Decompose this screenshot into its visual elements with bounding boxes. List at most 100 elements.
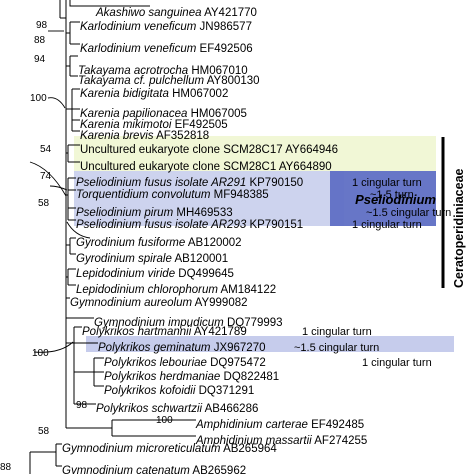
taxon-name: Pseliodinium pirum (76, 207, 174, 219)
taxa-labels: Akashiwo sanguinea AY421770 Karlodinium v… (62, 7, 451, 474)
pseliodinium-clade-highlight (330, 171, 436, 226)
taxon-label: Amphidinium carterae EF492485 (195, 419, 364, 431)
taxon-name: Gyrodinium spirale (76, 253, 172, 265)
taxon-name: Takayama acrotrocha (78, 65, 188, 77)
taxon-label: Karenia papilionacea HM067005 (80, 108, 247, 120)
taxon-accession: DQ822481 (224, 371, 280, 383)
taxon-label: Gymnodinium aureolum AY999082 (70, 297, 248, 309)
taxon-label: Takayama cf. pulchellum AY800130 (78, 75, 260, 87)
cingular-turn-note: ~1.5 turn (370, 189, 414, 201)
support-value: 58 (38, 198, 50, 209)
polykrikos-geminatum-highlight (86, 336, 454, 352)
support-value: 74 (40, 171, 52, 182)
support-values: 98 88 94 100 54 74 58 100 98 100 58 88 (0, 20, 173, 473)
support-value: 100 (30, 93, 47, 104)
taxon-name: Uncultured eukaryote clone SCM28C17 (80, 144, 283, 156)
taxon-label: Karenia bidigitata HM067002 (80, 88, 228, 100)
taxon-accession: AY421770 (204, 7, 257, 19)
taxon-name: Polykrikos herdmaniae (104, 371, 220, 383)
taxon-name: Lepidodinium chlorophorum (76, 284, 218, 296)
taxon-name: Lepidodinium viride (76, 268, 175, 280)
cingular-turn-note: 1 cingular turn (362, 357, 432, 369)
taxon-label: Polykrikos geminatum JX967270 (98, 342, 265, 354)
cingular-turn-note: ~1.5 cingular turn (366, 207, 451, 219)
taxon-label: Karlodinium veneficum JN986577 (80, 21, 252, 33)
taxon-name: Polykrikos kofoidii (104, 385, 196, 397)
taxon-accession: KP790151 (249, 219, 303, 231)
taxon-name: Gymnodinium aureolum (70, 297, 193, 309)
taxon-name: Polykrikos lebouriae (104, 357, 207, 369)
taxon-label: Amphidinium massartii AF274255 (195, 435, 367, 447)
taxon-name: Gyrodinium fusiforme (76, 237, 185, 249)
taxon-name: Polykrikos schwartzii (96, 403, 203, 415)
taxon-name: Gymnodinium impudicum (94, 317, 224, 329)
cingular-turn-note: 1 cingular turn (302, 326, 372, 338)
taxon-label: Uncultured eukaryote clone SCM28C1 AY664… (80, 161, 332, 173)
support-value: 98 (36, 20, 48, 31)
support-value: 100 (32, 348, 49, 359)
taxon-accession: MF948385 (214, 189, 269, 201)
taxon-accession: JN986577 (200, 21, 252, 33)
taxon-accession: AM184122 (220, 284, 276, 296)
pseliodinium-clade-highlight-light (74, 171, 344, 226)
taxon-accession: AB265962 (192, 465, 246, 474)
support-value: 88 (34, 35, 46, 46)
taxon-accession: EF492505 (175, 119, 228, 131)
uncultured-clade-highlight (74, 136, 436, 171)
taxon-label: Takayama acrotrocha HM067010 (78, 65, 248, 77)
support-value: 88 (0, 462, 12, 473)
taxon-accession: AY999082 (195, 297, 248, 309)
taxon-label: Gymnodinium impudicum DQ779993 (94, 317, 283, 329)
family-label: Ceratoperidiniaceae (452, 168, 466, 288)
cingular-turn-note: ~1.5 cingular turn (294, 342, 379, 354)
taxon-label: Lepidodinium viride DQ499645 (76, 268, 234, 280)
taxon-accession: JX967270 (214, 342, 266, 354)
taxon-label: Gyrodinium spirale AB120001 (76, 253, 228, 265)
taxon-label: Torquentidium convolutum MF948385 (76, 189, 269, 201)
taxon-label: Polykrikos herdmaniae DQ822481 (104, 371, 279, 383)
support-value: 94 (34, 54, 46, 65)
support-value: 98 (76, 400, 88, 411)
taxon-name: Karenia bidigitata (80, 88, 169, 100)
taxon-accession: DQ499645 (178, 268, 234, 280)
taxon-label: Karenia mikimotoi EF492505 (80, 119, 228, 131)
taxon-name: Polykrikos hartmannii (82, 326, 192, 338)
taxon-label: Gymnodinium catenatum AB265962 (62, 465, 246, 474)
taxon-label: Karenia brevis AF352818 (80, 130, 209, 142)
taxon-label: Polykrikos hartmannii AY421789 (82, 326, 247, 338)
taxon-name: Pseliodinium fusus isolate AR291 (76, 177, 246, 189)
taxon-label: Polykrikos schwartzii AB466286 (96, 403, 258, 415)
taxon-name: Karlodinium veneficum (80, 21, 197, 33)
cingular-turn-note: 1 cingular turn (352, 219, 422, 231)
taxon-name: Karenia brevis (80, 130, 154, 142)
taxon-name: Torquentidium convolutum (76, 189, 211, 201)
taxon-accession: EF492506 (200, 43, 253, 55)
support-value: 58 (38, 426, 50, 437)
taxon-name: Polykrikos geminatum (98, 342, 211, 354)
taxon-label: Pseliodinium pirum MH469533 (76, 207, 233, 219)
taxon-name: Amphidinium massartii (195, 435, 312, 447)
taxon-accession: AY664890 (279, 161, 332, 173)
taxon-accession: DQ975472 (210, 357, 266, 369)
taxon-name: Amphidinium carterae (195, 419, 308, 431)
taxon-name: Pseliodinium fusus isolate AR293 (76, 219, 247, 231)
taxon-accession: AB466286 (205, 403, 259, 415)
taxon-label: Akashiwo sanguinea AY421770 (95, 7, 257, 19)
taxon-accession: DQ779993 (227, 317, 283, 329)
taxon-accession: HM067005 (191, 108, 247, 120)
taxon-accession: MH469533 (176, 207, 232, 219)
taxon-name: Karlodinium veneficum (80, 43, 197, 55)
taxon-name: Gymnodinium microreticulatum (62, 443, 221, 455)
taxon-accession: AF352818 (156, 130, 209, 142)
taxon-accession: AB120002 (188, 237, 242, 249)
clade-label-pseliodinium: Pseliodinium (355, 192, 436, 207)
taxon-label: Polykrikos lebouriae DQ975472 (104, 357, 266, 369)
taxon-accession: AY800130 (207, 75, 260, 87)
taxon-accession: DQ371291 (199, 385, 255, 397)
support-value: 54 (40, 144, 52, 155)
taxon-accession: HM067002 (172, 88, 228, 100)
taxon-accession: AF274255 (314, 435, 367, 447)
taxon-label: Lepidodinium chlorophorum AM184122 (76, 284, 276, 296)
taxon-accession: AY664946 (285, 144, 338, 156)
